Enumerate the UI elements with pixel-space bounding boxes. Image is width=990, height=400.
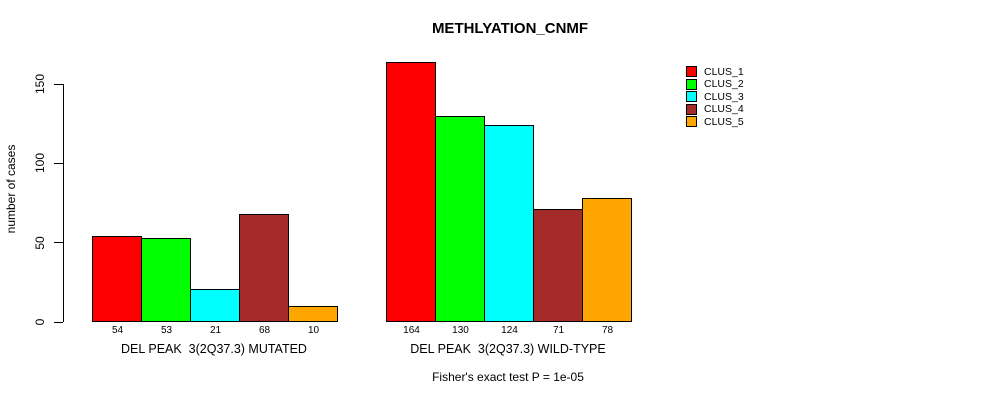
legend-swatch xyxy=(686,66,697,77)
legend-label: CLUS_2 xyxy=(704,78,744,90)
y-axis-label: number of cases xyxy=(4,144,18,234)
bar-clus_3 xyxy=(190,289,240,322)
y-axis-line xyxy=(63,84,64,322)
bar-clus_5 xyxy=(288,306,338,322)
bar-value-label: 164 xyxy=(403,325,420,336)
bar-value-label: 10 xyxy=(307,325,320,336)
bar-value-label: 53 xyxy=(160,325,173,336)
legend-label: CLUS_4 xyxy=(704,103,744,115)
legend-label: CLUS_5 xyxy=(704,115,744,128)
bar-clus_1 xyxy=(92,236,142,322)
x-group-label-mutated: DEL PEAK 3(2Q37.3) MUTATED xyxy=(121,342,307,356)
legend-item: CLUS_3 xyxy=(686,90,744,103)
y-axis-tick xyxy=(54,162,63,164)
y-axis-tick xyxy=(54,83,63,85)
legend-swatch xyxy=(686,103,697,115)
y-axis-tick-label: 0 xyxy=(33,318,47,326)
y-axis-tick-label: 50 xyxy=(33,235,47,250)
bar-value-label: 130 xyxy=(452,325,469,336)
bar-clus_4 xyxy=(533,209,583,322)
legend-item: CLUS_2 xyxy=(686,78,744,90)
legend-swatch xyxy=(686,91,697,102)
legend-item: CLUS_5 xyxy=(686,115,744,128)
chart-title: METHLYATION_CNMF xyxy=(431,20,589,37)
bar-value-label: 71 xyxy=(552,325,565,336)
y-axis-tick xyxy=(54,321,63,323)
bar-clus_4 xyxy=(239,214,289,322)
fisher-test-footnote: Fisher's exact test P = 1e-05 xyxy=(432,370,584,384)
bar-clus_3 xyxy=(484,125,534,322)
legend-swatch xyxy=(686,78,697,90)
legend-item: CLUS_1 xyxy=(686,65,744,78)
bar-value-label: 21 xyxy=(209,325,222,336)
legend-swatch xyxy=(686,116,697,127)
bar-clus_2 xyxy=(141,238,191,322)
bar-value-label: 68 xyxy=(258,325,271,336)
bar-clus_2 xyxy=(435,116,485,322)
y-axis-tick-label: 100 xyxy=(33,153,47,174)
y-axis-tick xyxy=(54,242,63,244)
legend-item: CLUS_4 xyxy=(686,103,744,115)
bar-value-label: 54 xyxy=(111,325,124,336)
x-group-label-wildtype: DEL PEAK 3(2Q37.3) WILD-TYPE xyxy=(410,342,606,356)
y-axis-tick-label: 150 xyxy=(33,73,47,95)
bar-clus_1 xyxy=(386,62,436,322)
legend-label: CLUS_3 xyxy=(704,90,744,103)
legend-label: CLUS_1 xyxy=(704,65,744,78)
legend: CLUS_1 CLUS_2 CLUS_3 CLUS_4 CLUS_5 xyxy=(686,66,796,141)
bar-clus_5 xyxy=(582,198,632,322)
bar-value-label: 78 xyxy=(601,325,614,336)
bar-value-label: 124 xyxy=(501,325,518,336)
